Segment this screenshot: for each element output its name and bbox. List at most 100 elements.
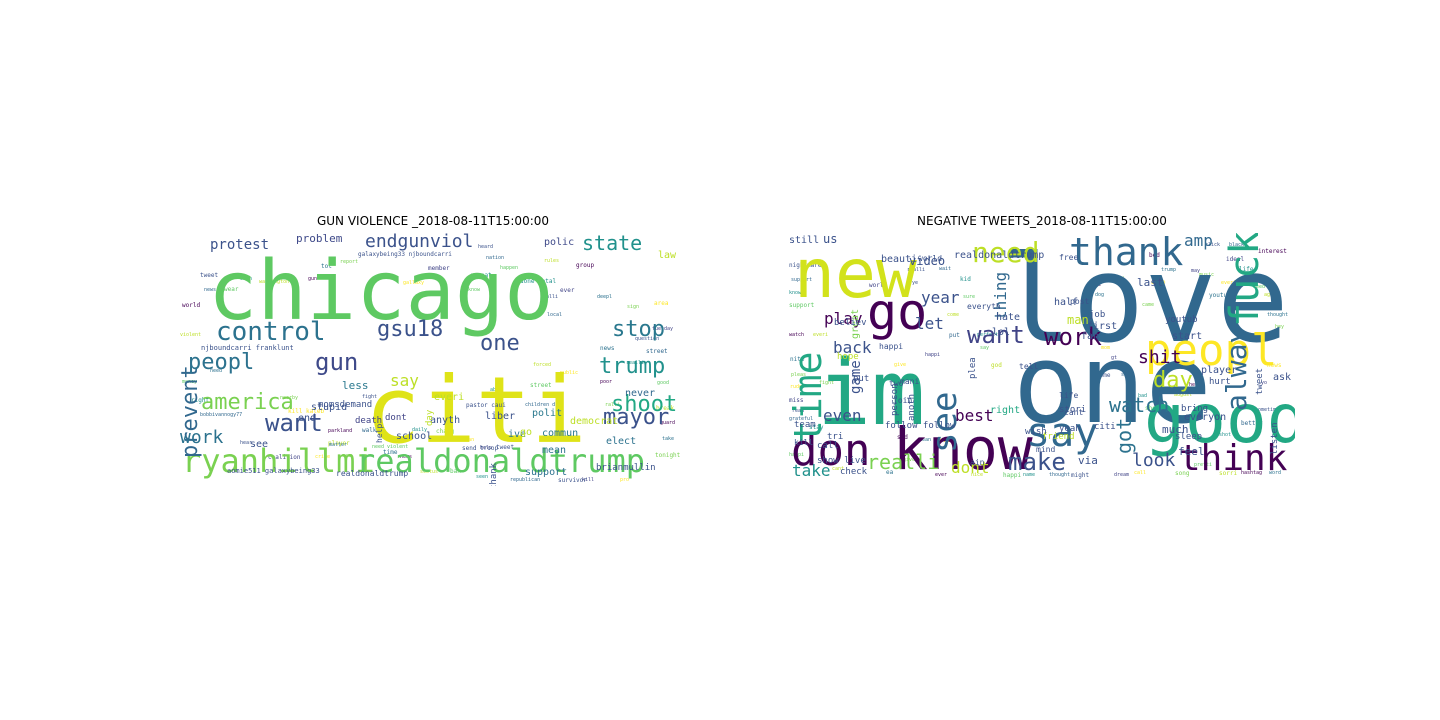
cloud-word: aomie511 galaxybeing33 [227, 467, 320, 475]
cloud-word-minor: happi [789, 452, 805, 458]
cloud-word: know [893, 415, 1033, 483]
cloud-word-minor: interest [1258, 248, 1287, 255]
cloud-word: man [1067, 313, 1089, 327]
cloud-word-minor: nice [971, 472, 984, 478]
cloud-word: realdonaldtrump [356, 442, 645, 480]
cloud-word: ain [970, 458, 985, 467]
cloud-word-minor: give [903, 457, 916, 463]
cloud-word: mayor [603, 405, 670, 430]
cloud-word: thank [1069, 233, 1184, 274]
cloud-word-minor: member [428, 265, 450, 272]
cloud-word-minor: seen [476, 474, 489, 480]
cloud-word: much [1162, 423, 1189, 436]
cloud-word: brianmullin [596, 463, 656, 473]
cloud-word-minor: scotus [420, 469, 439, 475]
cloud-word: ive [508, 429, 527, 440]
cloud-word: polit [532, 408, 563, 419]
cloud-word-minor: name [1023, 472, 1036, 478]
cloud-word: post [1070, 297, 1090, 306]
cloud-word-minor: abc [490, 387, 500, 393]
cloud-word: hate [996, 312, 1021, 323]
cloud-word-minor: pro [620, 477, 630, 483]
cloud-word: im [817, 341, 926, 446]
cloud-word-minor: world [869, 282, 888, 289]
cloud-word: world [918, 254, 943, 263]
cloud-word-minor: public [560, 370, 579, 376]
cloud-word: watch [1109, 393, 1170, 417]
cloud-word-minor: daily [412, 427, 428, 433]
cloud-word-minor: gt [1111, 355, 1118, 361]
cloud-word: work [1044, 323, 1102, 351]
cloud-word: play [824, 309, 863, 328]
cloud-word: trump [599, 354, 666, 379]
cloud-word-minor: kid [960, 276, 971, 283]
cloud-word: two [889, 379, 904, 388]
cloud-word: wish [1025, 427, 1047, 437]
cloud-word: don [791, 425, 871, 476]
cloud-word: join [893, 396, 913, 405]
cloud-word: love [1000, 233, 1289, 370]
cloud-word: team [794, 420, 816, 430]
cloud-word: mean [542, 445, 567, 456]
cloud-word-minor: republican [510, 477, 541, 483]
cloud-word-minor: dog [1095, 292, 1105, 298]
cloud-word: even [823, 406, 862, 425]
panel-title: GUN VIOLENCE _2018-08-11T15:00:00 [316, 214, 550, 228]
cloud-word-minor: ye [912, 280, 919, 286]
cloud-word: citi [365, 357, 587, 464]
cloud-word-minor: lives [394, 392, 410, 398]
cloud-word-minor: bad [1138, 393, 1148, 399]
cloud-word: tri [827, 432, 844, 442]
cloud-word-minor: support [789, 302, 815, 309]
cloud-word: good [1144, 380, 1295, 459]
cloud-word-minor: mean [919, 437, 932, 443]
cloud-word-minor: group [576, 262, 595, 269]
cloud-word-minor: coalition [268, 454, 301, 461]
cloud-word: go [520, 427, 533, 438]
cloud-word: happi [879, 342, 904, 351]
cloud-word: take [792, 461, 831, 480]
cloud-word-minor: report [340, 259, 359, 265]
cloud-word: listen [1270, 422, 1280, 455]
cloud-word: mind [1036, 445, 1056, 454]
cloud-word: believ [834, 318, 867, 328]
cloud-word-minor: put [949, 332, 960, 339]
cloud-word-minor: came [1142, 302, 1155, 308]
cloud-word-minor: sure [963, 294, 976, 300]
cloud-word-minor: ever [939, 437, 954, 444]
cloud-word: njboundcarri franklunt [201, 344, 294, 352]
cloud-word-minor: mom [1101, 345, 1111, 351]
cloud-word-minor: survivor [558, 477, 587, 484]
cloud-word: youtub [1165, 315, 1198, 325]
cloud-word-minor: cant [832, 466, 845, 472]
cloud-word: beauti [881, 254, 918, 265]
cloud-word-minor: tot [321, 263, 332, 270]
cloud-word: amp [1184, 233, 1213, 250]
cloud-word-minor: come [1096, 372, 1111, 379]
cloud-word-minor: nite [790, 356, 805, 363]
cloud-word-minor: deepl [597, 294, 613, 300]
cloud-word: tell [1019, 362, 1039, 371]
cloud-word-minor: god [991, 362, 1002, 369]
cloud-word: polic [544, 237, 575, 248]
cloud-word: stop [612, 317, 665, 342]
cloud-word-minor: time [383, 449, 398, 456]
cloud-word: one [480, 331, 520, 356]
cloud-word: democrat [570, 416, 619, 427]
cloud-word: player [1201, 365, 1238, 376]
cloud-word: plea [968, 357, 978, 379]
cloud-word: via [1078, 454, 1098, 467]
cloud-word: realdonaldtrump [336, 469, 409, 478]
cloud-word: kill [794, 438, 814, 447]
cloud-word-minor: may [1191, 268, 1201, 274]
cloud-word: feel [1178, 445, 1205, 458]
cloud-word: free [1059, 253, 1079, 262]
cloud-word-minor: area [654, 300, 669, 307]
cloud-word: everi [434, 392, 465, 403]
cloud-word-minor: kill [582, 477, 595, 483]
cloud-word-minor: everi [1221, 280, 1237, 286]
cloud-word: friend [1042, 432, 1075, 442]
cloud-word: chicago [208, 244, 554, 339]
cloud-word: video [909, 254, 946, 268]
cloud-word-minor: kill kaleb [288, 408, 325, 415]
